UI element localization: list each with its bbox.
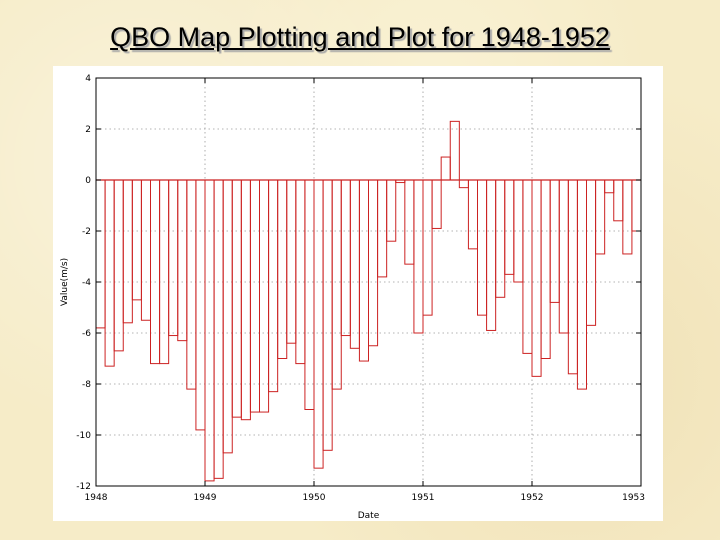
qbo-bar [222, 179, 233, 454]
qbo-bar [622, 179, 633, 255]
x-tick-label: 1952 [521, 493, 544, 503]
qbo-bar [204, 179, 215, 482]
qbo-bar [440, 156, 451, 181]
qbo-bar [313, 179, 324, 469]
qbo-bar [531, 179, 542, 377]
qbo-bar [458, 179, 469, 189]
qbo-bar [231, 179, 242, 418]
qbo-bar [195, 179, 206, 431]
y-tick-label: -10 [76, 431, 91, 441]
qbo-bar [122, 179, 133, 324]
qbo-bar [368, 179, 379, 347]
qbo-bar [159, 179, 170, 365]
qbo-bar [549, 179, 560, 303]
qbo-bar [104, 179, 115, 367]
qbo-bar [604, 179, 615, 194]
qbo-bar [177, 179, 188, 342]
qbo-bar [95, 179, 106, 329]
qbo-bar [477, 179, 488, 316]
qbo-bar [495, 179, 506, 298]
qbo-bar [331, 179, 342, 390]
qbo-bar [150, 179, 161, 365]
y-tick-label: -2 [82, 227, 91, 237]
qbo-bar [377, 179, 388, 278]
qbo-bar [595, 179, 606, 255]
y-tick-label: 4 [85, 74, 91, 84]
qbo-bar [404, 179, 415, 265]
qbo-bar [249, 179, 261, 413]
qbo-bar [113, 179, 124, 352]
y-axis-label: Value(m/s) [60, 258, 70, 306]
qbo-bar [277, 179, 288, 359]
x-tick-label: 1949 [194, 493, 217, 503]
qbo-bar [413, 179, 424, 334]
qbo-bar [631, 179, 642, 232]
qbo-bar [140, 179, 151, 321]
y-tick-label: 2 [85, 125, 91, 135]
x-axis-label: Date [358, 511, 380, 521]
qbo-bar [304, 179, 315, 410]
qbo-bar [386, 179, 397, 242]
x-tick-label: 1953 [622, 493, 645, 503]
qbo-bar [213, 179, 224, 479]
qbo-bar [576, 179, 588, 390]
qbo-bar [349, 179, 360, 349]
qbo-series [95, 120, 642, 482]
y-tick-label: -6 [82, 329, 91, 339]
qbo-bar [449, 120, 460, 181]
qbo-bar [422, 179, 433, 316]
plot-panel: 4 2 0 -2 -4 -6 -8 -10 -12 1948 1949 1950 1951 1952 195… [53, 66, 663, 521]
y-tick-label: -12 [76, 482, 91, 492]
qbo-bar [295, 179, 306, 365]
qbo-bar [558, 179, 569, 334]
qbo-bar [586, 179, 597, 326]
qbo-bar [486, 179, 497, 331]
qbo-bar [268, 179, 279, 393]
qbo-bar [567, 179, 578, 375]
qbo-bar [540, 179, 551, 359]
y-tick-label: -8 [82, 380, 91, 390]
qbo-bar [613, 179, 624, 222]
qbo-bar [431, 179, 442, 229]
qbo-bar [340, 179, 351, 337]
qbo-bar [358, 179, 369, 362]
qbo-bar [467, 179, 478, 250]
slide-title: QBO Map Plotting and Plot for 1948-1952 [110, 22, 610, 52]
x-tick-label: 1948 [85, 493, 108, 503]
qbo-bar [259, 179, 270, 413]
qbo-bar [395, 179, 406, 184]
x-tick-label: 1950 [303, 493, 326, 503]
y-tick-label: 0 [85, 176, 91, 186]
y-tick-label: -4 [82, 278, 91, 288]
qbo-bar [322, 179, 333, 451]
qbo-bar [522, 179, 533, 354]
qbo-bar [286, 179, 297, 344]
x-tick-label: 1951 [412, 493, 435, 503]
qbo-bar [168, 179, 179, 337]
qbo-bar [504, 179, 515, 275]
qbo-bar [186, 179, 197, 390]
